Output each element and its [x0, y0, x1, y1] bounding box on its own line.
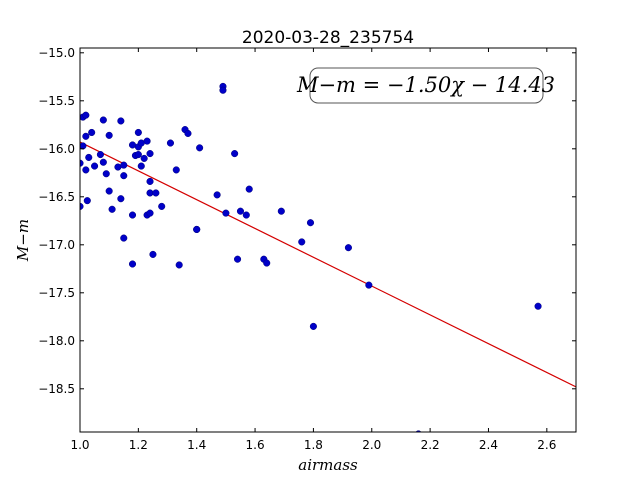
data-point — [245, 185, 253, 193]
x-tick-label: 2.2 — [421, 438, 440, 452]
x-tick-label: 1.6 — [246, 438, 265, 452]
data-point — [149, 250, 157, 258]
fit-line — [80, 141, 576, 388]
data-point — [213, 191, 221, 199]
plot-frame — [79, 47, 577, 433]
data-point — [158, 202, 166, 210]
x-tick-label: 1.4 — [187, 438, 206, 452]
data-point — [120, 161, 128, 169]
data-point — [172, 166, 180, 174]
data-point — [175, 261, 183, 269]
data-point — [82, 111, 90, 119]
data-point — [85, 153, 93, 161]
y-tick-label: −16.0 — [38, 142, 75, 156]
data-point — [193, 225, 201, 233]
x-tick-label: 1.2 — [129, 438, 148, 452]
data-point — [102, 170, 110, 178]
data-point — [134, 128, 142, 137]
data-point — [134, 151, 142, 159]
data-point — [80, 202, 84, 210]
data-point — [344, 244, 352, 252]
data-point — [82, 166, 90, 174]
data-point — [128, 260, 137, 268]
x-tick-label: 2.4 — [479, 438, 498, 452]
annotation-box — [309, 67, 544, 104]
data-point — [96, 151, 104, 159]
data-point — [534, 302, 542, 310]
data-point — [137, 162, 145, 170]
data-point — [117, 195, 125, 203]
y-tick-label: −18.0 — [38, 334, 75, 348]
data-point — [99, 158, 107, 166]
data-point — [128, 211, 137, 219]
chart-title: 2020-03-28_235754 — [242, 28, 414, 48]
data-points-layer — [80, 82, 542, 432]
y-tick-label: −17.5 — [38, 286, 75, 300]
x-tick-label: 1.8 — [304, 438, 323, 452]
x-tick-label: 2.0 — [362, 438, 381, 452]
data-point — [146, 177, 154, 185]
data-point — [219, 86, 227, 94]
data-point — [80, 142, 87, 150]
data-point — [152, 189, 160, 197]
data-point — [306, 219, 315, 227]
x-tick-label: 2.6 — [537, 438, 556, 452]
data-point — [146, 150, 154, 158]
data-point — [298, 238, 306, 246]
y-tick-label: −15.0 — [38, 46, 75, 60]
fit-equation-annotation: M−m = −1.50χ − 14.43 — [296, 73, 555, 97]
x-axis-label: airmass — [298, 456, 358, 474]
x-axis-ticks: 1.0 1.2 1.4 1.6 1.8 2.0 2.2 2.4 2.6 — [70, 48, 556, 452]
data-point — [277, 207, 285, 215]
data-point — [234, 255, 242, 263]
fit-line-layer — [80, 141, 576, 388]
data-point — [242, 211, 250, 219]
data-point — [99, 116, 107, 124]
data-point — [263, 259, 271, 267]
y-tick-label: −17.0 — [38, 238, 75, 252]
data-point — [120, 234, 128, 242]
plot-area — [80, 48, 576, 432]
data-point — [222, 209, 230, 217]
data-point — [80, 159, 84, 167]
data-point — [231, 150, 239, 158]
y-axis-ticks: −15.0 −15.5 −16.0 −16.5 −17.0 −17.5 −18.0 −18.5 — [38, 46, 576, 396]
data-point — [365, 281, 373, 289]
data-point — [120, 172, 128, 180]
data-point — [166, 139, 174, 147]
data-point — [83, 197, 91, 205]
data-point — [105, 187, 113, 195]
data-point — [117, 117, 125, 125]
data-point — [105, 131, 113, 139]
y-axis-label: M−m — [14, 219, 32, 262]
data-point — [108, 205, 116, 213]
y-tick-label: −18.5 — [38, 382, 75, 396]
data-point — [143, 137, 151, 145]
data-point — [88, 128, 96, 137]
data-point — [82, 132, 90, 140]
data-point — [146, 209, 154, 217]
data-point — [309, 322, 317, 330]
data-point — [196, 144, 204, 152]
data-point — [140, 154, 148, 162]
data-point — [91, 162, 99, 170]
y-tick-label: −16.5 — [38, 190, 75, 204]
y-tick-label: −15.5 — [38, 94, 75, 108]
data-point — [184, 129, 192, 137]
x-tick-label: 1.0 — [70, 438, 89, 452]
data-point — [236, 207, 245, 215]
